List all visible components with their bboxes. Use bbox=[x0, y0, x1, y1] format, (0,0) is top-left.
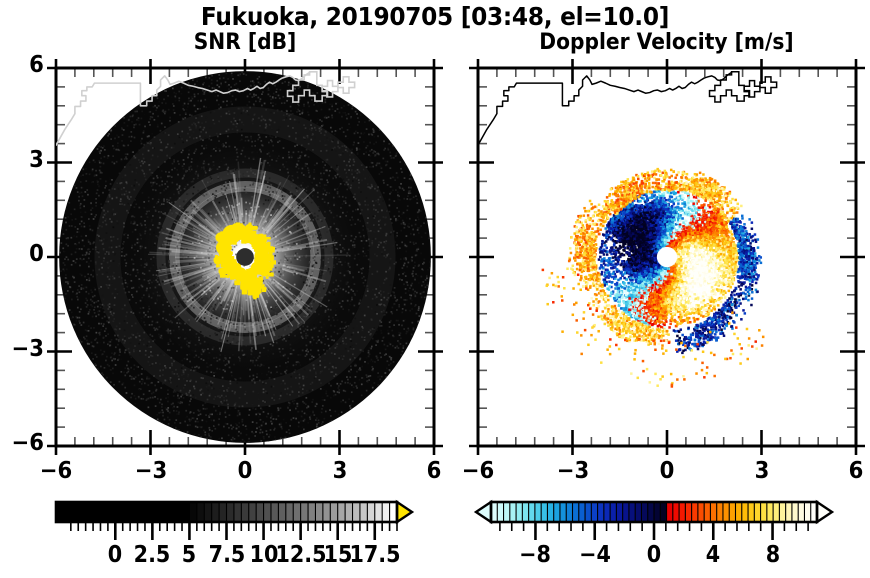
x-tick-label: 6 bbox=[819, 458, 870, 484]
y-tick-label: −3 bbox=[0, 336, 44, 362]
colorbar-tick-label: 8 bbox=[737, 542, 809, 568]
y-tick-label: 0 bbox=[0, 241, 44, 267]
x-tick-label: 3 bbox=[303, 458, 377, 484]
colorbar-tick-label: 17.5 bbox=[339, 542, 411, 568]
x-tick-label: 3 bbox=[725, 458, 799, 484]
y-tick-label: 6 bbox=[0, 52, 44, 78]
snr-plot-svg bbox=[28, 55, 458, 465]
panel-title-doppler: Doppler Velocity [m/s] bbox=[493, 30, 840, 55]
panel-title-snr: SNR [dB] bbox=[71, 30, 419, 55]
y-tick-label: −6 bbox=[0, 430, 44, 456]
x-tick-label: −6 bbox=[441, 458, 515, 484]
x-tick-label: −6 bbox=[19, 458, 93, 484]
figure-title: Fukuoka, 20190705 [03:48, el=10.0] bbox=[30, 2, 839, 31]
x-tick-label: 0 bbox=[208, 458, 282, 484]
y-tick-label: 3 bbox=[0, 147, 44, 173]
x-tick-label: 0 bbox=[630, 458, 704, 484]
x-tick-label: −3 bbox=[114, 458, 188, 484]
doppler-plot-svg bbox=[450, 55, 870, 465]
x-tick-label: −3 bbox=[536, 458, 610, 484]
